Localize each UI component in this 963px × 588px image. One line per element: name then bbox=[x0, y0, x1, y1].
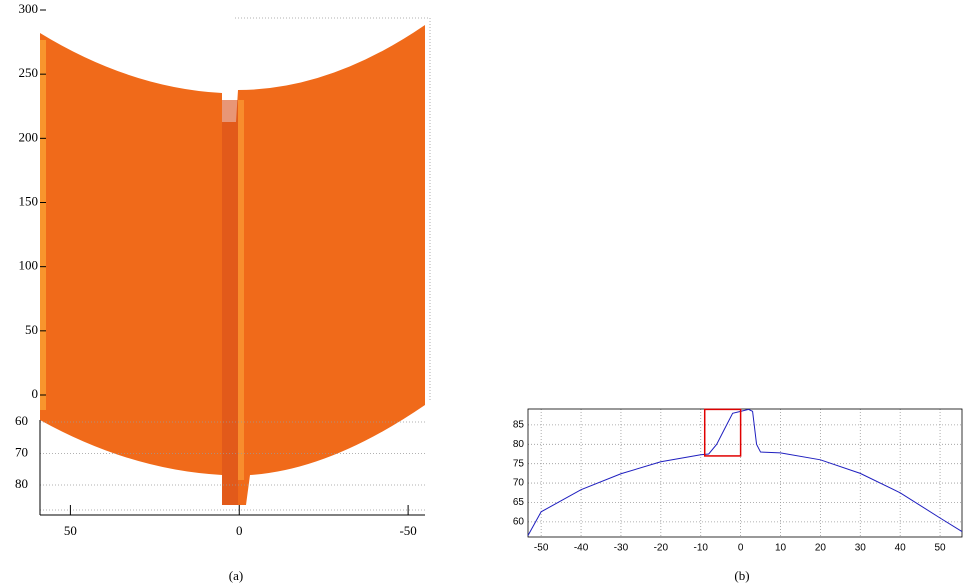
z-tick-label: 60 bbox=[15, 413, 28, 428]
x-tick-label: -30 bbox=[614, 543, 629, 554]
x-tick-label: 40 bbox=[895, 543, 907, 554]
y-tick-label: 200 bbox=[19, 129, 39, 144]
x-tick-label: 50 bbox=[934, 543, 946, 554]
y-tick-label: 100 bbox=[19, 258, 39, 273]
y-tick-label: 70 bbox=[513, 478, 525, 489]
x-tick-label: -50 bbox=[399, 523, 416, 538]
y-tick-label: 65 bbox=[513, 497, 525, 508]
z-tick-label: 70 bbox=[15, 444, 28, 459]
surface-highlight bbox=[40, 40, 46, 410]
z-tick-label: 80 bbox=[15, 476, 28, 491]
x-tick-label: 0 bbox=[738, 543, 744, 554]
x-tick-label: 30 bbox=[855, 543, 867, 554]
x-tick-label: 50 bbox=[64, 523, 77, 538]
surface-panel bbox=[40, 17, 431, 511]
y-tick-label: 250 bbox=[19, 65, 39, 80]
caption: (a) bbox=[229, 568, 243, 583]
x-tick-label: -10 bbox=[693, 543, 708, 554]
y-tick-label: 80 bbox=[513, 439, 525, 450]
y-tick-label: 150 bbox=[19, 193, 39, 208]
x-tick-label: -20 bbox=[654, 543, 669, 554]
y-tick-label: 75 bbox=[513, 458, 525, 469]
y-tick-label: 300 bbox=[19, 1, 39, 16]
surface-ridge bbox=[222, 100, 238, 505]
series-line bbox=[527, 408, 963, 536]
y-tick-label: 50 bbox=[25, 322, 38, 337]
y-tick-label: 85 bbox=[513, 420, 525, 431]
x-tick-label: -50 bbox=[534, 543, 549, 554]
caption: (b) bbox=[734, 568, 749, 583]
highlight-box bbox=[703, 408, 742, 457]
surface-highlight bbox=[238, 100, 244, 480]
x-tick-label: -40 bbox=[574, 543, 589, 554]
x-tick-label: 20 bbox=[815, 543, 827, 554]
x-tick-label: 0 bbox=[236, 523, 243, 538]
y-tick-label: 0 bbox=[32, 386, 39, 401]
x-tick-label: 10 bbox=[775, 543, 787, 554]
plot-frame bbox=[527, 408, 963, 538]
y-tick-label: 60 bbox=[513, 517, 525, 528]
